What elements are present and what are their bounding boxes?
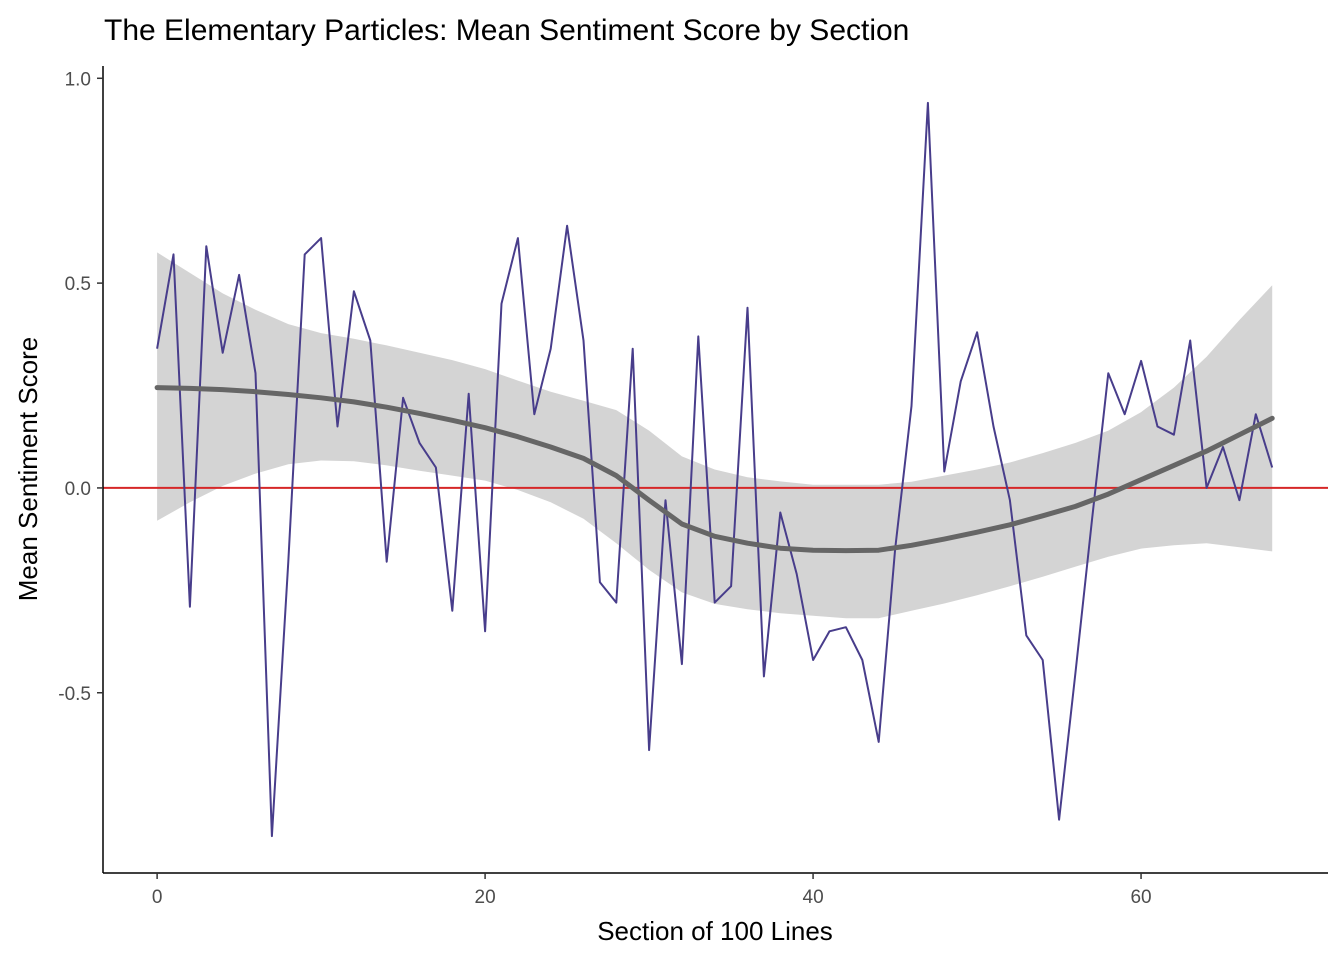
smooth-trend-line bbox=[154, 385, 1275, 554]
y-tick-label: 1.0 bbox=[65, 69, 91, 90]
confidence-band bbox=[157, 252, 1273, 619]
x-axis-title: Section of 100 Lines bbox=[597, 916, 833, 946]
y-axis-ticks: -0.5 0.0 0.5 1.0 bbox=[58, 69, 103, 705]
x-tick-label: 60 bbox=[1130, 887, 1151, 908]
x-axis-ticks: 0 20 40 60 bbox=[152, 873, 1152, 908]
sentiment-line bbox=[156, 101, 1274, 838]
y-tick-label: 0.5 bbox=[65, 274, 91, 295]
y-tick-label: 0.0 bbox=[65, 479, 91, 500]
chart-title: The Elementary Particles: Mean Sentiment… bbox=[104, 14, 909, 47]
plot-area bbox=[103, 101, 1328, 838]
x-tick-label: 40 bbox=[803, 887, 824, 908]
y-tick-label: -0.5 bbox=[58, 684, 91, 705]
y-axis-title: Mean Sentiment Score bbox=[13, 337, 43, 601]
x-tick-label: 20 bbox=[475, 887, 496, 908]
x-tick-label: 0 bbox=[152, 887, 163, 908]
